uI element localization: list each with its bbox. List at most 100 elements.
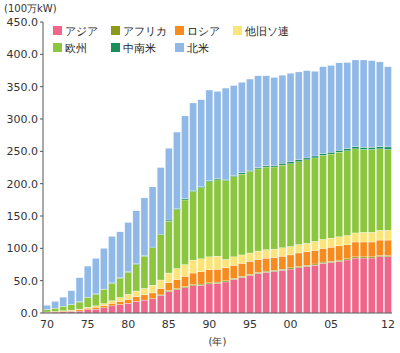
y-tick xyxy=(40,183,43,184)
bar-segment xyxy=(100,289,107,303)
y-tick xyxy=(40,248,43,249)
bar-segment xyxy=(165,273,172,283)
bar-segment xyxy=(117,278,124,297)
bar-segment xyxy=(68,304,75,310)
bar-segment xyxy=(360,232,367,242)
bar-segment xyxy=(255,168,262,169)
bar-segment xyxy=(60,297,67,306)
bar-segment xyxy=(125,272,132,294)
bar-segment xyxy=(141,198,148,256)
bar-segment xyxy=(173,132,180,208)
bar-segment xyxy=(108,301,115,304)
bar-segment xyxy=(336,260,343,261)
y-tick xyxy=(40,86,43,87)
bar-segment xyxy=(263,272,270,313)
bar-segment xyxy=(92,294,99,306)
bar-segment xyxy=(303,265,310,266)
bar-segment xyxy=(84,266,91,297)
bar-segment xyxy=(133,297,140,302)
x-tick-label: 70 xyxy=(40,318,54,331)
y-tick xyxy=(40,151,43,152)
bar-segment xyxy=(352,149,359,233)
bar-segment xyxy=(376,62,383,147)
bar-segment xyxy=(279,270,286,313)
bar-segment xyxy=(173,208,180,209)
bar-segment xyxy=(360,257,367,258)
bar-segment xyxy=(182,116,189,199)
bar-segment xyxy=(287,73,294,162)
bar-segment xyxy=(376,230,383,240)
bar-segment xyxy=(352,257,359,258)
bar-segment xyxy=(76,310,83,311)
bar-segment xyxy=(328,65,335,152)
bar-segment xyxy=(230,265,237,278)
y-axis xyxy=(43,22,44,313)
bar-segment xyxy=(52,301,59,308)
bar-segment xyxy=(100,308,107,313)
bar-segment xyxy=(344,245,351,259)
bar-segment xyxy=(328,152,335,154)
bar-segment xyxy=(336,63,343,150)
bar-segment xyxy=(384,257,391,313)
bar-segment xyxy=(384,240,391,256)
legend-swatch xyxy=(233,26,242,35)
bar-segment xyxy=(60,311,67,312)
x-axis-label: (年) xyxy=(209,336,227,347)
bar-segment xyxy=(108,306,115,313)
x-tick-label: 90 xyxy=(202,318,216,331)
x-tick-label: 95 xyxy=(243,318,257,331)
y-tick xyxy=(40,119,43,120)
bar-segment xyxy=(133,265,140,292)
bar-segment xyxy=(376,149,383,230)
bar-segment xyxy=(198,186,205,187)
bar-segment xyxy=(311,264,318,265)
bar-segment xyxy=(214,179,221,180)
bar-segment xyxy=(198,259,205,272)
bar-segment xyxy=(165,290,172,291)
y-axis-label: (100万kW) xyxy=(4,3,57,14)
bar-segment xyxy=(368,61,375,148)
legend-swatch xyxy=(175,26,184,35)
bar-segment xyxy=(320,248,327,262)
bar-segment xyxy=(344,259,351,260)
bar-segment xyxy=(263,167,270,250)
bar-segment xyxy=(214,283,221,313)
bar-segment xyxy=(108,236,115,283)
legend-swatch xyxy=(111,26,120,35)
bar-segment xyxy=(311,71,318,156)
bar-segment xyxy=(206,182,213,257)
bar-segment xyxy=(68,311,75,312)
y-tick-label: 250.0 xyxy=(7,145,39,158)
bar-segment xyxy=(230,278,237,279)
bar-segment xyxy=(206,270,213,283)
bar-segment xyxy=(190,260,197,273)
bar-segment xyxy=(279,165,286,248)
bar-segment xyxy=(182,276,189,286)
bar-segment xyxy=(222,181,229,260)
bar-segment xyxy=(246,172,253,253)
bar-segment xyxy=(360,60,367,147)
bar-segment xyxy=(84,297,91,307)
bar-segment xyxy=(76,311,83,312)
bar-segment xyxy=(214,282,221,283)
bar-segment xyxy=(206,181,213,182)
bar-segment xyxy=(198,100,205,187)
bar-segment xyxy=(165,283,172,291)
bar-segment xyxy=(246,261,253,274)
bar-segment xyxy=(190,273,197,285)
y-tick-label: 100.0 xyxy=(7,242,39,255)
x-tick-label: 12 xyxy=(381,318,395,331)
bar-segment xyxy=(271,77,278,165)
legend-label: ロシア xyxy=(187,25,220,38)
bar-segment xyxy=(344,151,351,236)
bar-segment xyxy=(52,312,59,313)
bar-segment xyxy=(198,284,205,285)
bar-segment xyxy=(368,242,375,257)
bar-segment xyxy=(44,309,51,312)
bar-segment xyxy=(295,267,302,268)
bar-segment xyxy=(198,285,205,313)
bar-segment xyxy=(117,305,124,313)
legend-label: 中南米 xyxy=(123,42,156,55)
bar-segment xyxy=(222,259,229,267)
bar-segment xyxy=(344,236,351,245)
